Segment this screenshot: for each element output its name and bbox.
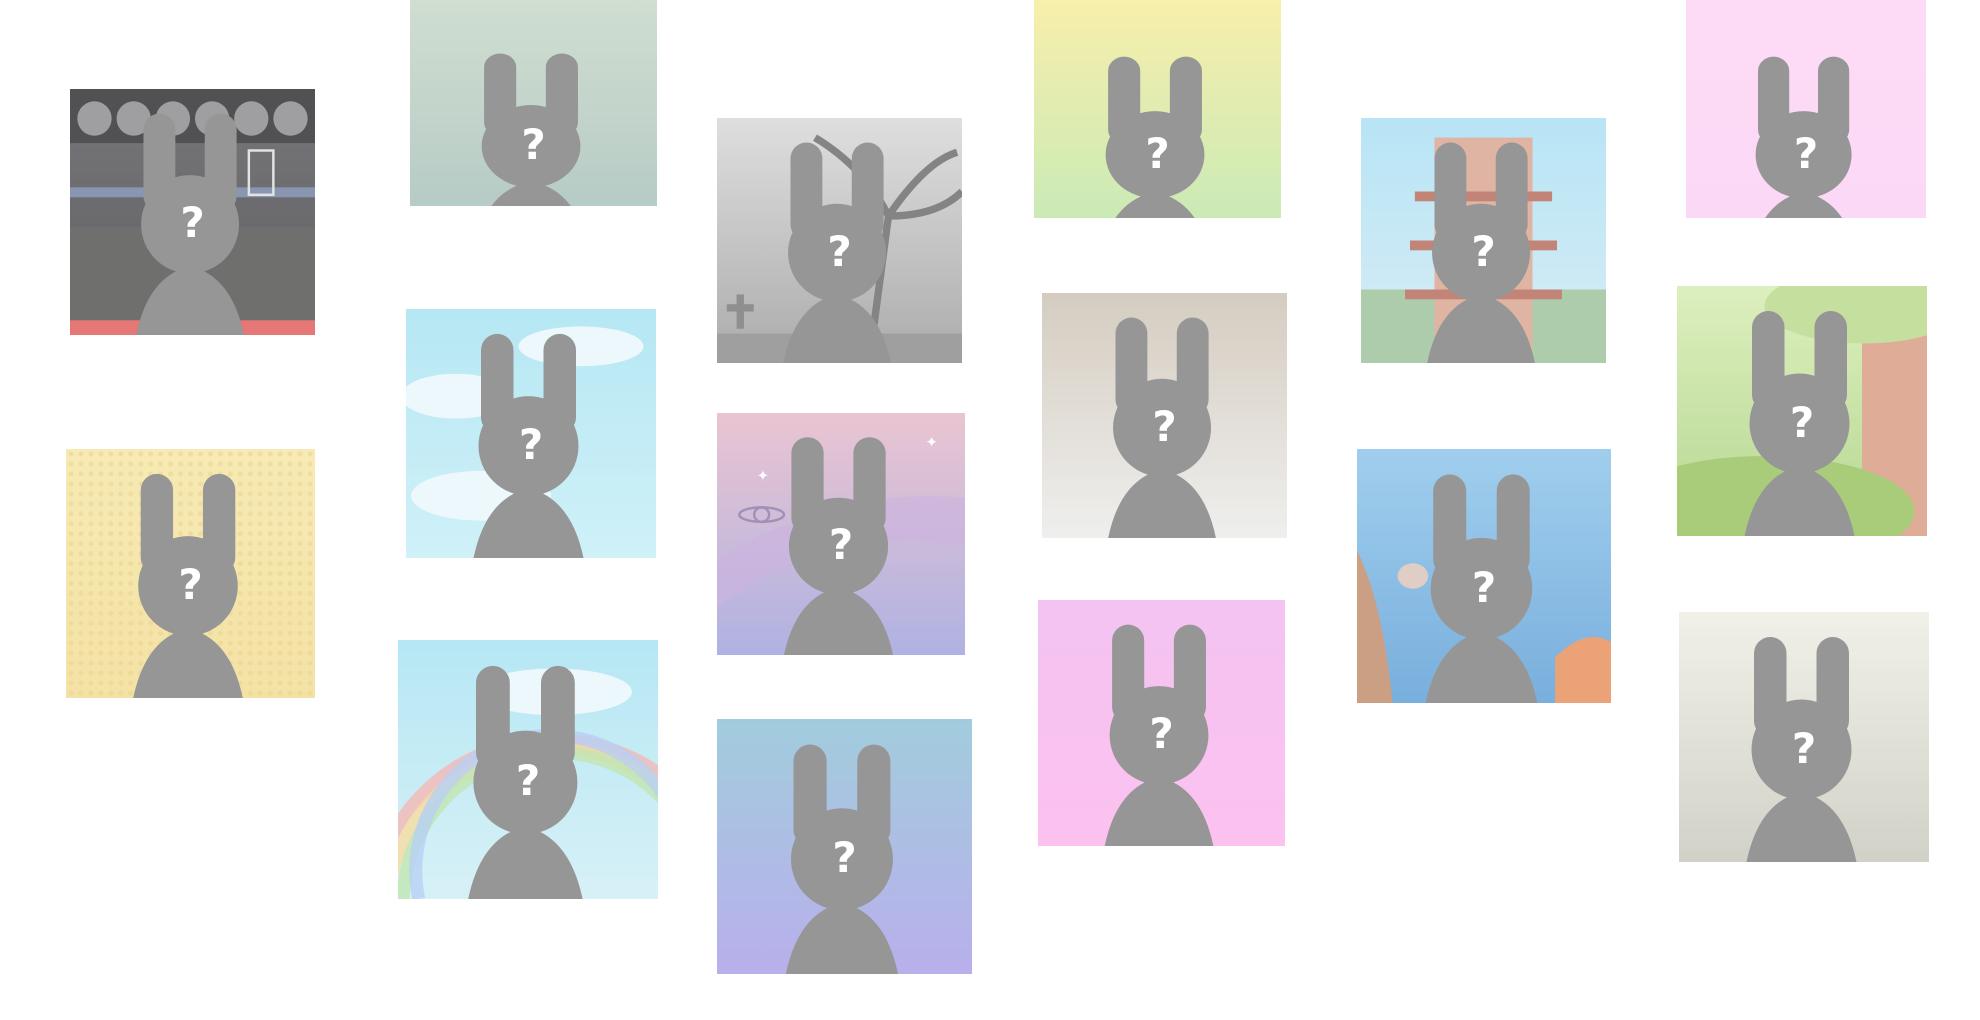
question-mark: ? [1145, 128, 1170, 178]
question-mark: ? [521, 120, 546, 170]
question-mark: ? [1793, 128, 1819, 178]
question-mark: ? [515, 756, 541, 806]
ocean-background [1357, 449, 1611, 703]
question-mark: ? [1471, 226, 1496, 276]
mystery-card-stone[interactable]: ? [1679, 612, 1929, 862]
question-mark: ? [1471, 562, 1497, 612]
mystery-card-straw[interactable]: ? [66, 449, 315, 698]
question-mark: ? [1149, 709, 1174, 759]
bunny-silhouette-icon [473, 333, 584, 558]
svg-text:✦: ✦ [925, 434, 937, 451]
question-mark: ? [827, 226, 852, 276]
question-mark: ? [178, 559, 203, 609]
bunny-silhouette-icon [481, 53, 581, 206]
bunny-silhouette-icon [1104, 624, 1214, 846]
bunny-silhouette-icon [785, 744, 899, 974]
question-mark: ? [518, 419, 544, 469]
mystery-card-galaxy[interactable]: ✦ ✦ ? [717, 413, 965, 655]
bunny-silhouette-icon [1105, 56, 1205, 218]
question-mark: ? [1789, 397, 1815, 447]
question-mark: ? [1791, 723, 1817, 773]
bunny-silhouette-icon [468, 665, 583, 899]
question-mark: ? [1152, 401, 1177, 451]
question-mark: ? [180, 198, 205, 248]
mystery-card-sky-clouds[interactable]: ? [406, 309, 656, 558]
svg-text:✦: ✦ [757, 468, 769, 485]
mystery-card-periwinkle[interactable]: ? [717, 719, 972, 974]
mystery-card-pink[interactable]: ? [1686, 0, 1926, 218]
bunny-silhouette-icon [1755, 56, 1852, 218]
bunny-silhouette-icon [783, 142, 891, 363]
mystery-card-yellow-green[interactable]: ? [1034, 0, 1281, 218]
question-mark: ? [832, 833, 857, 883]
question-mark: ? [828, 520, 854, 570]
mystery-card-rainbow[interactable]: ? [398, 640, 658, 899]
mystery-card-pagoda[interactable]: ? [1361, 118, 1606, 363]
bunny-silhouette-icon [136, 113, 244, 335]
bunny-silhouette-icon [1427, 142, 1535, 363]
mystery-card-ocean[interactable]: ? [1357, 449, 1611, 703]
bunny-silhouette-icon [1746, 637, 1857, 862]
mystery-card-basketball-court[interactable]: ? [70, 89, 315, 335]
mystery-card-taupe[interactable]: ? [1042, 293, 1287, 538]
mystery-card-sage[interactable]: ? [410, 0, 657, 206]
bunny-silhouette-icon [1425, 474, 1538, 703]
mystery-card-spooky-tree[interactable]: ? [717, 118, 962, 363]
mystery-card-bubblegum[interactable]: ? [1038, 600, 1285, 846]
mystery-card-forest[interactable]: ? [1677, 286, 1927, 536]
bunny-silhouette-icon [1108, 317, 1216, 538]
bunny-silhouette-icon [133, 473, 243, 698]
bunny-silhouette-icon [1744, 311, 1855, 536]
bunny-silhouette-icon [783, 437, 894, 655]
